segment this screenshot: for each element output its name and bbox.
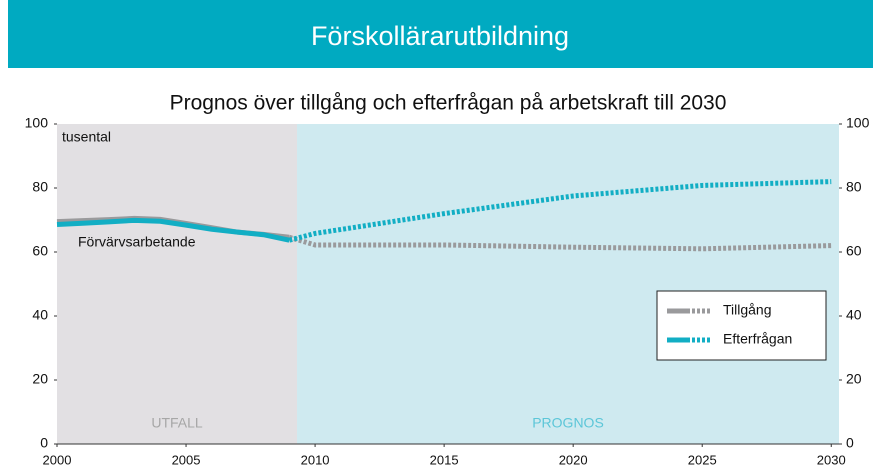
x-tick-label: 2010 (301, 452, 330, 467)
x-tick-label: 2025 (688, 452, 717, 467)
legend-label: Tillgång (723, 302, 772, 318)
header-bar (8, 0, 873, 68)
y-tick-label: 20 (32, 371, 48, 387)
y2-tick-label: 0 (846, 435, 854, 451)
legend-box (656, 290, 827, 361)
region-label: PROGNOS (532, 415, 604, 431)
y-tick-label: 40 (32, 307, 48, 323)
y-tick-label: 100 (25, 115, 49, 131)
y2-tick-label: 40 (846, 307, 862, 323)
y2-tick-label: 80 (846, 179, 862, 195)
y2-tick-label: 20 (846, 371, 862, 387)
unit-label: tusental (62, 129, 111, 145)
y-tick-label: 60 (32, 243, 48, 259)
header-title: Förskollärarutbildning (311, 21, 569, 51)
line-actual (56, 217, 290, 243)
x-tick-label: 2030 (817, 452, 846, 467)
legend-label: Efterfrågan (723, 331, 792, 347)
x-tick-label: 2000 (43, 452, 72, 467)
region (297, 124, 840, 444)
x-tick-label: 2005 (172, 452, 201, 467)
y-tick-label: 0 (40, 435, 48, 451)
x-tick-label: 2015 (430, 452, 459, 467)
x-tick-label: 2020 (559, 452, 588, 467)
y2-tick-label: 100 (846, 115, 870, 131)
line-forecast (288, 179, 832, 243)
y-tick-label: 80 (32, 179, 48, 195)
chart-title: Prognos över tillgång och efterfrågan på… (170, 92, 727, 115)
region-label: UTFALL (151, 415, 203, 431)
annotation: Förvärvsarbetande (78, 234, 196, 250)
line-forecast (288, 234, 832, 252)
region (57, 124, 298, 444)
y2-tick-label: 60 (846, 243, 862, 259)
